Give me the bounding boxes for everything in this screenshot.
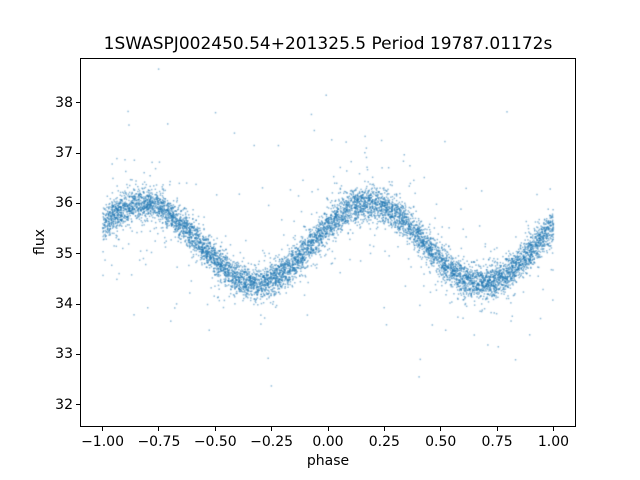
- y-tick-mark: [76, 353, 80, 355]
- y-tick-label: 38: [55, 94, 73, 111]
- x-tick-label: 0.25: [368, 434, 400, 451]
- y-tick-label: 36: [55, 195, 73, 212]
- x-tick-label: −0.25: [250, 434, 294, 451]
- y-tick-mark: [76, 253, 80, 255]
- x-axis-label: phase: [306, 453, 350, 469]
- x-tick-mark: [496, 427, 498, 432]
- x-tick-mark: [383, 427, 385, 432]
- axes-frame: [80, 57, 576, 428]
- y-tick-label: 34: [55, 296, 73, 312]
- y-tick-label: 37: [55, 145, 73, 162]
- x-tick-label: 0.50: [425, 434, 457, 451]
- y-axis-label: flux: [32, 229, 48, 255]
- y-tick-mark: [76, 102, 80, 104]
- x-tick-mark: [271, 427, 273, 432]
- y-tick-label: 35: [55, 245, 73, 262]
- x-tick-label: 0.75: [481, 434, 513, 451]
- y-tick-label: 33: [55, 346, 73, 363]
- y-tick-mark: [76, 202, 80, 204]
- x-tick-mark: [214, 427, 216, 432]
- x-tick-label: −0.50: [193, 434, 237, 451]
- x-tick-mark: [440, 427, 442, 432]
- y-tick-label: 32: [55, 396, 73, 413]
- x-tick-mark: [552, 427, 554, 432]
- x-tick-label: 0.00: [312, 434, 344, 451]
- x-tick-label: −1.00: [81, 434, 124, 451]
- y-tick-mark: [76, 404, 80, 406]
- x-tick-mark: [158, 427, 160, 432]
- x-tick-label: 1.00: [537, 434, 570, 451]
- y-tick-mark: [76, 152, 80, 154]
- chart-title: 1SWASPJ002450.54+201325.5 Period 19787.0…: [103, 34, 553, 54]
- x-tick-mark: [102, 427, 104, 432]
- x-tick-label: −0.75: [137, 434, 181, 451]
- x-tick-mark: [327, 427, 329, 432]
- y-tick-mark: [76, 303, 80, 305]
